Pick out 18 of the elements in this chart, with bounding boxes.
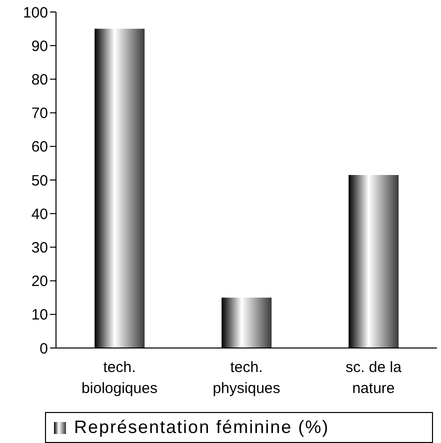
y-tick-label: 60 <box>31 138 48 156</box>
y-tick-label: 100 <box>22 4 48 22</box>
y-tick-label: 40 <box>31 206 48 223</box>
legend-label: Représentation féminine (%) <box>74 417 330 438</box>
y-tick-label: 10 <box>31 306 48 324</box>
bar <box>94 28 145 348</box>
x-tick-label: sc. de la nature <box>346 359 402 397</box>
y-tick-label: 50 <box>31 172 48 190</box>
bar <box>348 174 399 348</box>
y-tick-label: 30 <box>31 240 48 257</box>
x-tick-label: tech. biologiques <box>82 359 158 397</box>
y-tick-label: 20 <box>31 273 48 290</box>
y-tick-label: 80 <box>31 72 48 89</box>
y-tick-label: 90 <box>31 38 48 55</box>
y-tick-label: 70 <box>31 105 48 122</box>
y-tick-label: 0 <box>40 340 48 358</box>
x-tick-label: tech. physiques <box>212 359 280 397</box>
bar <box>222 298 272 348</box>
